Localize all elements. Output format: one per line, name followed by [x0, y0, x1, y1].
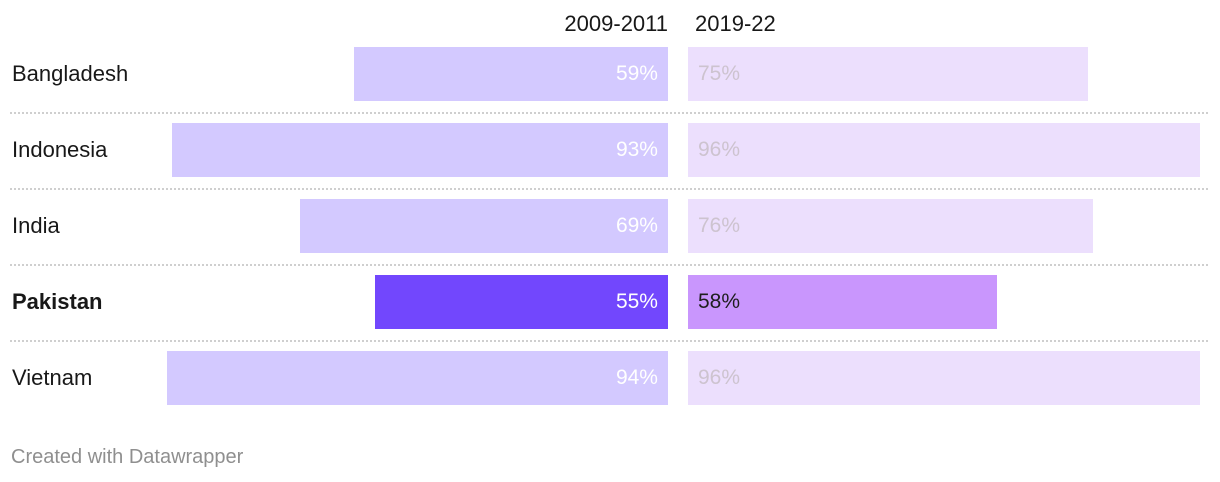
bar-value-label: 69% — [615, 214, 658, 237]
bar-value-label: 55% — [615, 290, 658, 313]
row-label: India — [12, 213, 60, 238]
bar-value-label: 96% — [698, 366, 741, 389]
row-divider — [10, 264, 1208, 266]
chart-row: Bangladesh 59% 75% — [0, 36, 1220, 112]
bar-value-label: 75% — [698, 62, 741, 85]
bar-2009-2011: 59% — [353, 47, 668, 101]
bar-2009-2011: 93% — [172, 123, 668, 177]
chart-row: Indonesia 93% 96% — [0, 112, 1220, 188]
bar-2019-22: 96% — [688, 351, 1200, 405]
column-header-2019-22: 2019-22 — [695, 11, 776, 36]
column-header-2009-2011: 2009-2011 — [564, 11, 668, 36]
bar-value-label: 76% — [698, 214, 741, 237]
row-divider — [10, 112, 1208, 114]
row-label: Pakistan — [12, 289, 103, 314]
row-label: Indonesia — [12, 137, 108, 162]
bar-2019-22: 75% — [688, 47, 1088, 101]
bar-2009-2011: 69% — [300, 199, 668, 253]
bar-value-label: 94% — [615, 366, 658, 389]
bar-value-label: 59% — [615, 62, 658, 85]
chart-row: India 69% 76% — [0, 188, 1220, 264]
bar-2019-22: 76% — [688, 199, 1094, 253]
row-divider — [10, 188, 1208, 190]
bar-value-label: 93% — [615, 138, 658, 161]
bar-2009-2011: 55% — [374, 275, 668, 329]
chart-row: Vietnam 94% 96% — [0, 340, 1220, 416]
bar-value-label: 96% — [698, 138, 741, 161]
row-divider — [10, 340, 1208, 342]
chart-row: Pakistan 55% 58% — [0, 264, 1220, 340]
row-label: Vietnam — [12, 365, 93, 390]
bar-2019-22: 96% — [688, 123, 1200, 177]
bar-2019-22: 58% — [688, 275, 998, 329]
bar-2009-2011: 94% — [166, 351, 668, 405]
bar-value-label: 58% — [698, 290, 741, 313]
footer-credit: Created with Datawrapper — [11, 446, 244, 468]
row-label: Bangladesh — [12, 61, 129, 86]
